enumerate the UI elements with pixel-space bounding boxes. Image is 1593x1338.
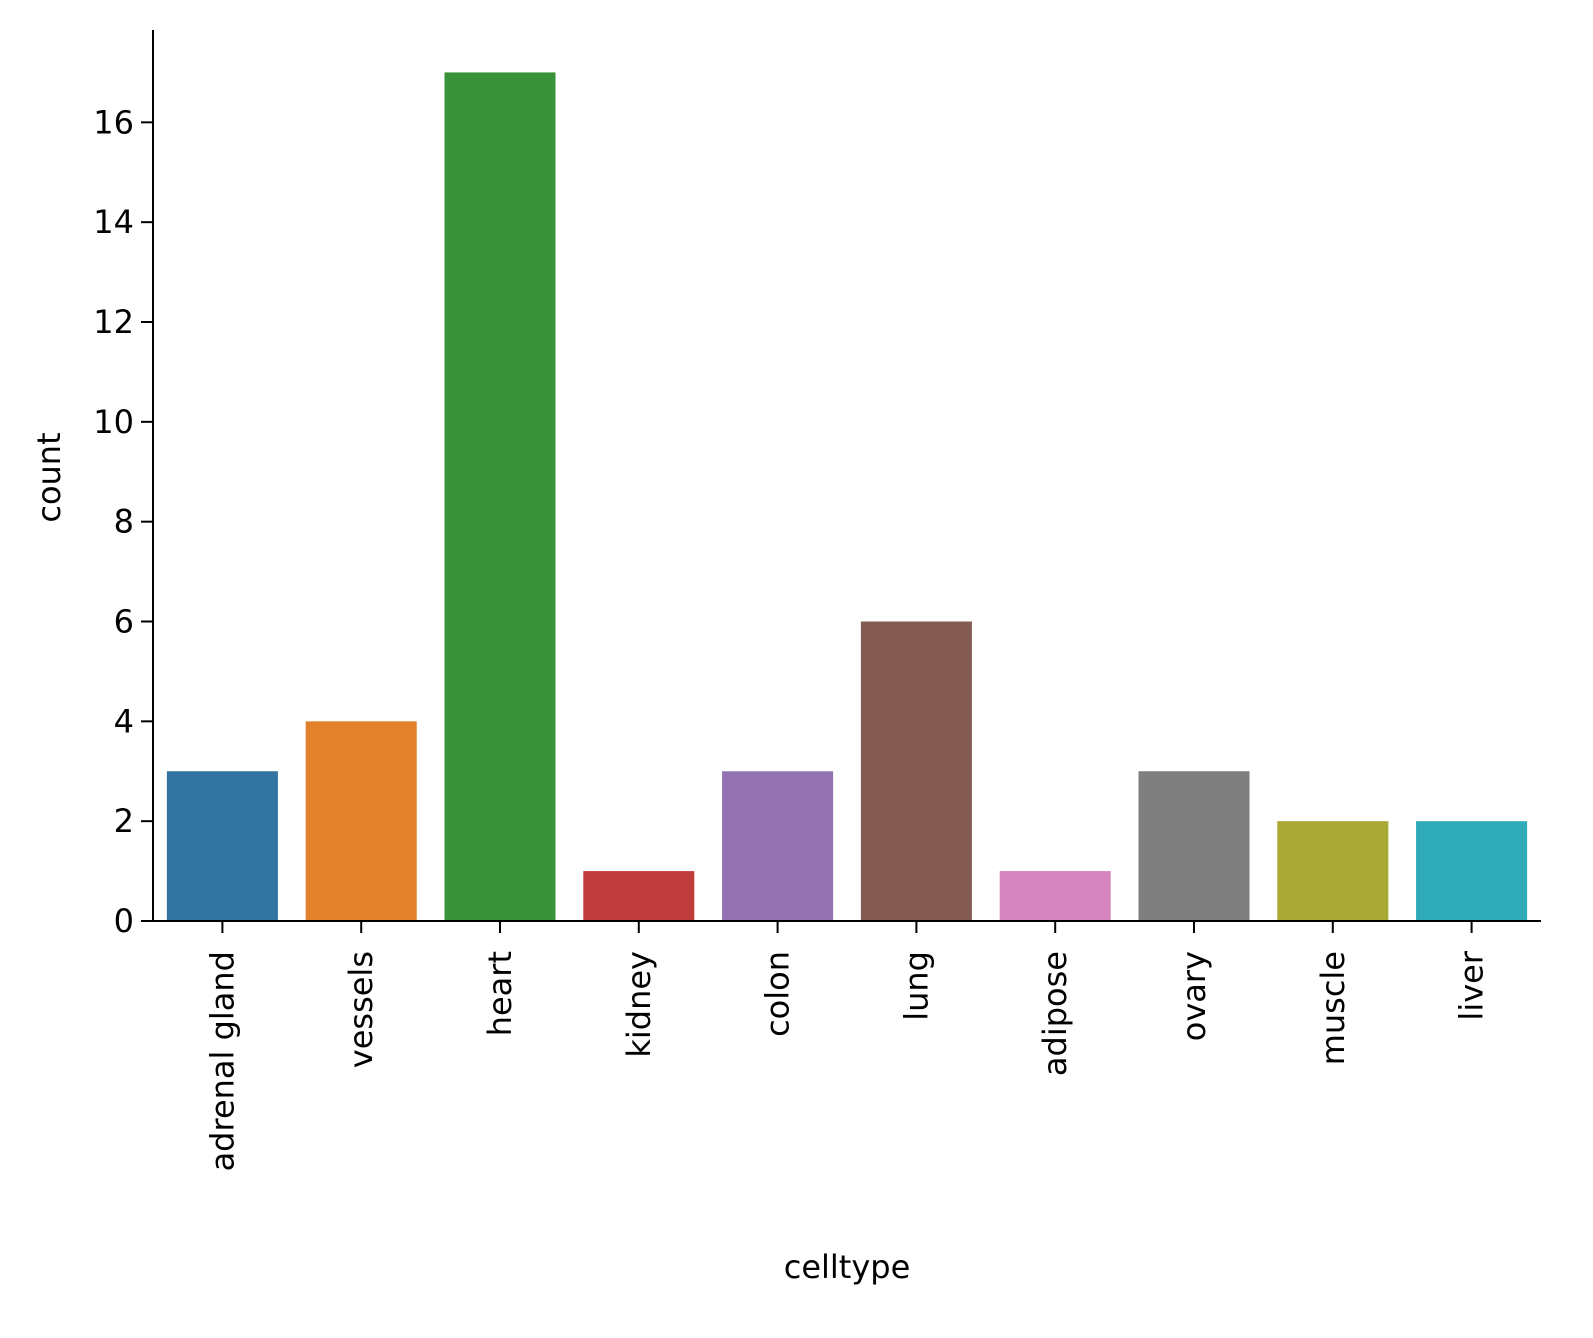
bar-kidney: [583, 871, 695, 921]
x-tick-label: muscle: [1314, 951, 1352, 1065]
y-tick-label: 12: [93, 303, 134, 341]
x-tick-label: vessels: [342, 951, 380, 1068]
x-tick-label: adrenal gland: [203, 951, 241, 1171]
y-tick-label: 4: [114, 702, 134, 740]
bar-liver: [1416, 821, 1528, 921]
bar-lung: [860, 621, 972, 921]
bar-muscle: [1277, 821, 1389, 921]
bar-heart: [444, 72, 556, 921]
y-tick-label: 10: [93, 403, 134, 441]
y-axis-title: count: [30, 432, 68, 522]
x-tick-label: liver: [1453, 950, 1491, 1020]
bar-ovary: [1138, 771, 1250, 921]
x-tick-label: lung: [897, 951, 935, 1021]
y-tick-label: 6: [114, 603, 134, 641]
y-tick-label: 0: [114, 902, 134, 940]
y-tick-label: 14: [93, 203, 134, 241]
bars-group: [166, 72, 1528, 921]
x-tick-label: adipose: [1036, 951, 1074, 1076]
bar-adipose: [999, 871, 1111, 921]
x-tick-label: ovary: [1175, 951, 1213, 1041]
bar-vessels: [305, 721, 417, 921]
y-tick-label: 16: [93, 103, 134, 141]
bar-adrenal-gland: [166, 771, 278, 921]
x-ticks-group: adrenal gland vessels heart kidney colon lung…: [203, 921, 1491, 1171]
x-tick-label: kidney: [620, 951, 658, 1058]
x-tick-label: heart: [481, 951, 519, 1036]
y-tick-label: 2: [114, 802, 134, 840]
x-tick-label: colon: [759, 951, 797, 1037]
x-axis-title: celltype: [784, 1248, 911, 1286]
y-tick-label: 8: [114, 503, 134, 541]
y-ticks-group: 0 2 4 6 8 10 12 14 16: [93, 103, 153, 940]
bar-colon: [722, 771, 834, 921]
